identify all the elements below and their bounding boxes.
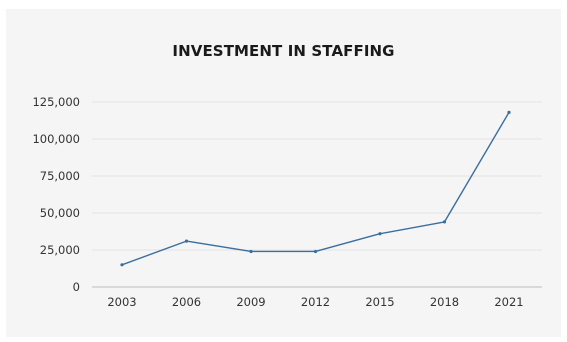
data-point <box>378 232 382 236</box>
y-axis-ticks: 0 25,000 50,000 75,000 100,000 125,000 <box>32 95 80 294</box>
data-point <box>184 239 189 243</box>
y-tick-label: 100,000 <box>32 132 80 146</box>
x-tick-label: 2006 <box>172 295 201 309</box>
data-point <box>120 263 124 267</box>
data-point <box>313 249 318 254</box>
x-tick-label: 2012 <box>301 295 330 309</box>
y-tick-label: 75,000 <box>40 169 80 183</box>
chart-card: INVESTMENT IN STAFFING 0 25,000 50,000 75,0… <box>6 9 561 337</box>
y-tick-label: 0 <box>73 280 80 294</box>
y-tick-label: 50,000 <box>40 206 80 220</box>
y-tick-label: 25,000 <box>40 243 80 257</box>
data-point <box>507 110 511 114</box>
x-axis-ticks: 2003 2006 2009 2012 2015 2018 2021 <box>107 295 523 309</box>
grid-lines <box>92 101 542 288</box>
x-tick-label: 2003 <box>107 295 136 309</box>
x-tick-label: 2021 <box>494 295 523 309</box>
chart-title: INVESTMENT IN STAFFING <box>172 42 395 60</box>
x-tick-label: 2009 <box>236 295 265 309</box>
y-tick-label: 125,000 <box>32 95 80 109</box>
data-point <box>442 220 447 224</box>
data-point <box>249 249 253 254</box>
series-layer <box>120 110 511 267</box>
x-tick-label: 2018 <box>430 295 459 309</box>
series-line <box>121 112 510 266</box>
x-tick-label: 2015 <box>365 295 394 309</box>
